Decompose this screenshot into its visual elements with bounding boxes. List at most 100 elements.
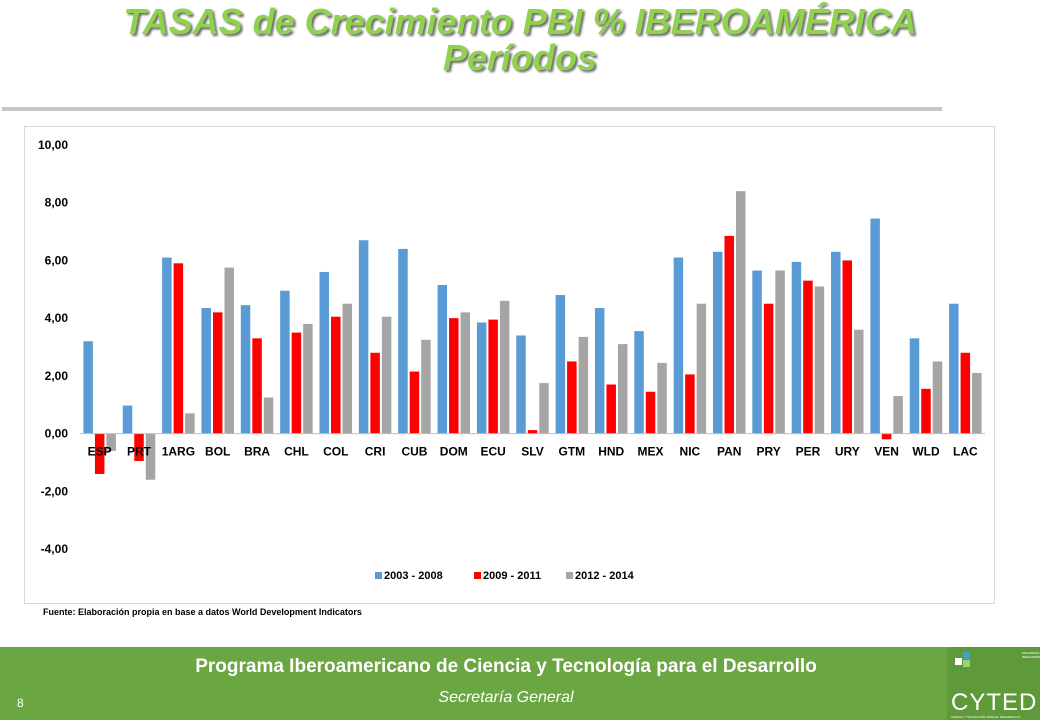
bar [421,339,431,434]
bar [370,352,380,434]
legend-label: 2012 - 2014 [575,570,635,582]
x-tick-label: ECU [480,445,505,459]
bar [735,191,746,434]
bar [617,344,628,434]
bar [488,319,498,434]
legend-swatch [566,572,573,579]
logo-mark-icon [955,652,970,667]
x-tick-label: CUB [401,445,427,459]
bar [342,303,353,434]
logo-small-text: PROGRAMA IBEROAMERICANO [1022,651,1040,659]
bar [909,338,920,434]
bar [499,300,510,434]
bar [803,280,813,434]
logo-wordmark: CYTED [951,689,1038,716]
bar [972,372,982,434]
bar [240,305,251,434]
bar [606,384,616,434]
bar [409,371,420,434]
page-number: 8 [17,696,24,710]
y-tick-label: 6,00 [45,253,69,267]
bar [460,312,471,434]
bar [567,361,577,434]
bar [516,335,526,434]
bar [921,388,931,434]
bar [831,251,841,434]
bar [842,260,853,434]
page-title: TASAS de Crecimiento PBI % IBEROAMÉRICA … [0,4,1040,76]
y-tick-label: -4,00 [41,542,69,556]
bar [791,261,802,434]
gdp-growth-bar-chart: 10,00 8,00 6,00 4,00 2,00 0,00 -2,00 -4,00 ESP PR… [38,138,985,582]
bar [303,323,313,434]
legend-label: 2009 - 2011 [483,570,541,582]
x-tick-label: CRI [365,445,386,459]
bar [634,331,644,434]
legend-label: 2003 - 2008 [384,570,443,582]
bar [224,267,234,434]
source-note: Fuente: Elaboración propia en base a dat… [43,607,362,617]
x-tick-label: BRA [244,445,270,459]
bar [555,295,566,434]
y-tick-label: 0,00 [45,427,69,441]
bar [162,257,172,434]
x-tick-label: DOM [440,445,468,459]
x-tick-label: COL [323,445,348,459]
bar [280,290,290,434]
x-tick-label: SLV [521,445,543,459]
x-tick-label: BOL [205,445,230,459]
bar [539,383,549,434]
bar [358,240,369,434]
bar [724,235,734,434]
bar [814,286,825,434]
bar [881,433,892,440]
bar [319,271,330,434]
chart-frame: 10,00 8,00 6,00 4,00 2,00 0,00 -2,00 -4,00 ESP PR… [24,126,995,604]
bar [854,329,864,434]
x-tick-label: 1ARG [162,445,195,459]
y-tick-label: 10,00 [38,138,68,152]
bar [212,312,223,434]
bar [185,413,195,434]
bar [893,396,903,434]
bar [960,352,971,434]
title-line-1: TASAS de Crecimiento PBI % IBEROAMÉRICA [123,1,917,42]
x-tick-label: NIC [680,445,701,459]
bar [476,322,487,434]
bar [291,332,302,434]
bar [775,270,785,434]
bar [763,303,774,434]
bar [145,433,156,480]
y-tick-label: 2,00 [45,369,69,383]
bar [696,303,707,434]
bar [752,270,762,434]
x-tick-label: PER [796,445,821,459]
x-tick-label: GTM [559,445,586,459]
bar [578,336,589,434]
x-tick-label: PAN [717,445,741,459]
bar [527,430,538,434]
bar [381,316,392,434]
bar [949,303,959,434]
y-tick-label: 4,00 [45,311,69,325]
x-tick-label: WLD [912,445,940,459]
bar [932,361,943,434]
title-divider [2,107,942,111]
bar [645,391,656,434]
bar [83,341,93,434]
x-tick-label: HND [598,445,624,459]
footer-subtitle: Secretaría General [438,689,574,706]
bar [331,316,341,434]
logo-tagline: CIENCIA Y TECNOLOGÍA PARA EL DESARROLLO [951,715,1021,719]
bar [870,218,880,434]
y-tick-label: -2,00 [41,484,69,498]
bar [263,397,274,434]
bar [594,308,605,434]
bar [252,338,262,434]
bar [712,251,723,434]
bar [657,362,667,434]
bar [134,433,144,461]
x-tick-label: LAC [953,445,978,459]
footer-title: Programa Iberoamericano de Ciencia y Tec… [195,656,817,677]
bar [173,263,184,434]
